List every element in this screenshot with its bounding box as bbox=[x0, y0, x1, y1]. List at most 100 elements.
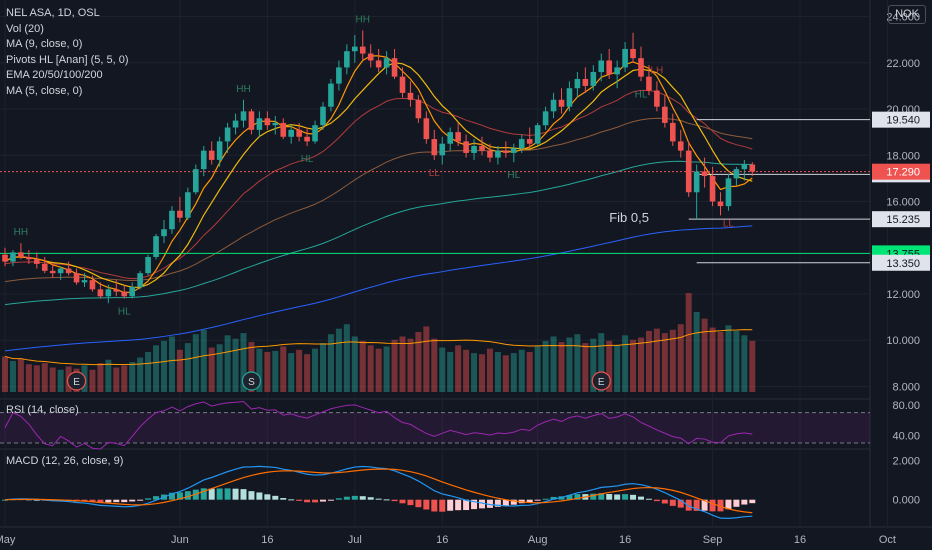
x-tick-label: 16 bbox=[794, 534, 806, 546]
volume-bar bbox=[153, 345, 160, 392]
macd-histogram-bar bbox=[645, 498, 652, 500]
volume-bar bbox=[184, 343, 191, 392]
candle-body bbox=[677, 141, 684, 151]
candle-body bbox=[423, 118, 430, 140]
macd-histogram-bar bbox=[145, 498, 152, 500]
macd-histogram-bar bbox=[256, 492, 263, 500]
macd-pane-label[interactable]: MACD (12, 26, close, 9) bbox=[6, 455, 124, 467]
volume-bar bbox=[383, 346, 390, 392]
volume-bar bbox=[510, 353, 517, 392]
legend-ma9[interactable]: MA (9, close, 0) bbox=[6, 38, 83, 50]
price-tick-label: 16.000 bbox=[886, 197, 920, 209]
currency-badge[interactable]: NOK bbox=[888, 5, 926, 24]
volume-bar bbox=[582, 343, 589, 392]
legend-ma5[interactable]: MA (5, close, 0) bbox=[6, 84, 83, 97]
pivot-label: HH bbox=[236, 84, 250, 95]
macd-histogram-bar bbox=[240, 489, 247, 500]
candle-body bbox=[200, 150, 207, 170]
macd-histogram-bar bbox=[407, 499, 414, 506]
candle-body bbox=[439, 143, 446, 156]
macd-histogram-bar bbox=[367, 497, 374, 500]
macd-histogram-bar bbox=[351, 495, 358, 500]
candle-body bbox=[280, 122, 287, 137]
candle-body bbox=[383, 58, 390, 68]
macd-histogram-bar bbox=[224, 488, 231, 500]
candle-body bbox=[471, 146, 477, 153]
macd-histogram-bar bbox=[439, 499, 446, 512]
macd-histogram-bar bbox=[391, 499, 398, 502]
macd-histogram-bar bbox=[129, 499, 136, 502]
candle-body bbox=[248, 111, 255, 130]
volume-bar bbox=[224, 335, 231, 392]
rsi-line bbox=[4, 400, 753, 450]
candle-body bbox=[352, 46, 358, 52]
x-tick-label: Aug bbox=[528, 534, 548, 546]
macd-histogram-bar bbox=[168, 492, 175, 500]
x-tick-label: Oct bbox=[879, 534, 896, 546]
macd-histogram-bar bbox=[105, 499, 112, 503]
candle-body bbox=[733, 169, 740, 179]
macd-histogram-bar bbox=[550, 496, 557, 500]
macd-histogram-bar bbox=[733, 499, 740, 507]
volume-bar bbox=[351, 336, 358, 392]
candle-body bbox=[336, 67, 342, 84]
legend-ema[interactable]: EMA 20/50/100/200 bbox=[6, 69, 103, 81]
volume-bar bbox=[145, 352, 152, 392]
macd-histogram-bar bbox=[208, 488, 215, 500]
candle-body bbox=[526, 139, 533, 144]
macd-histogram-bar bbox=[534, 499, 541, 501]
macd-histogram-bar bbox=[153, 496, 160, 500]
candle-body bbox=[296, 129, 302, 137]
volume-bar bbox=[630, 339, 637, 392]
price-level-label: 19.540 bbox=[886, 115, 920, 127]
volume-bar bbox=[375, 348, 382, 392]
volume-bar bbox=[216, 344, 223, 392]
volume-bar bbox=[256, 348, 263, 392]
candle-body bbox=[542, 111, 549, 126]
volume-bar bbox=[25, 364, 32, 392]
volume-bar bbox=[661, 333, 668, 392]
volume-bar bbox=[407, 338, 414, 392]
rsi-pane-label[interactable]: RSI (14, close) bbox=[6, 404, 79, 416]
macd-histogram-bar bbox=[709, 499, 716, 512]
event-marker-label: E bbox=[73, 377, 80, 388]
candle-body bbox=[177, 210, 183, 218]
candle-body bbox=[193, 169, 199, 193]
legend-pivots[interactable]: Pivots HL [Anan] (5, 5, 0) bbox=[6, 53, 129, 66]
volume-bar bbox=[105, 359, 112, 392]
volume-bar bbox=[335, 328, 342, 392]
volume-bar bbox=[89, 369, 96, 392]
macd-histogram-bar bbox=[335, 498, 342, 500]
macd-histogram-bar bbox=[566, 495, 573, 500]
candle-body bbox=[455, 132, 461, 142]
macd-histogram-bar bbox=[749, 499, 756, 504]
candle-body bbox=[73, 273, 80, 283]
macd-histogram-bar bbox=[113, 499, 120, 503]
candle-body bbox=[264, 118, 271, 126]
macd-histogram-bar bbox=[312, 499, 319, 503]
pivot-label: LL bbox=[723, 219, 735, 230]
macd-histogram-bar bbox=[320, 499, 326, 502]
volume-bar bbox=[288, 353, 295, 392]
macd-histogram-bar bbox=[216, 488, 223, 500]
macd-histogram-bar bbox=[574, 494, 581, 500]
volume-ma-line bbox=[4, 329, 753, 366]
candle-body bbox=[375, 60, 382, 68]
candle-body bbox=[701, 171, 708, 177]
legend-symbol[interactable]: NEL ASA, 1D, OSL bbox=[6, 7, 100, 19]
candle-body bbox=[97, 289, 104, 297]
volume-bar bbox=[168, 336, 175, 392]
price-label-badge bbox=[872, 111, 930, 128]
volume-bar bbox=[121, 365, 128, 392]
macd-histogram-bar bbox=[693, 499, 700, 511]
macd-histogram-bar bbox=[280, 498, 287, 500]
macd-histogram-bar bbox=[717, 499, 724, 512]
macd-histogram-bar bbox=[638, 496, 644, 500]
volume-bar bbox=[41, 363, 48, 392]
candle-body bbox=[256, 118, 263, 130]
x-tick-label: 16 bbox=[436, 534, 448, 546]
candle-body bbox=[479, 146, 485, 151]
candle-body bbox=[2, 254, 8, 262]
legend-volume[interactable]: Vol (20) bbox=[6, 22, 44, 35]
